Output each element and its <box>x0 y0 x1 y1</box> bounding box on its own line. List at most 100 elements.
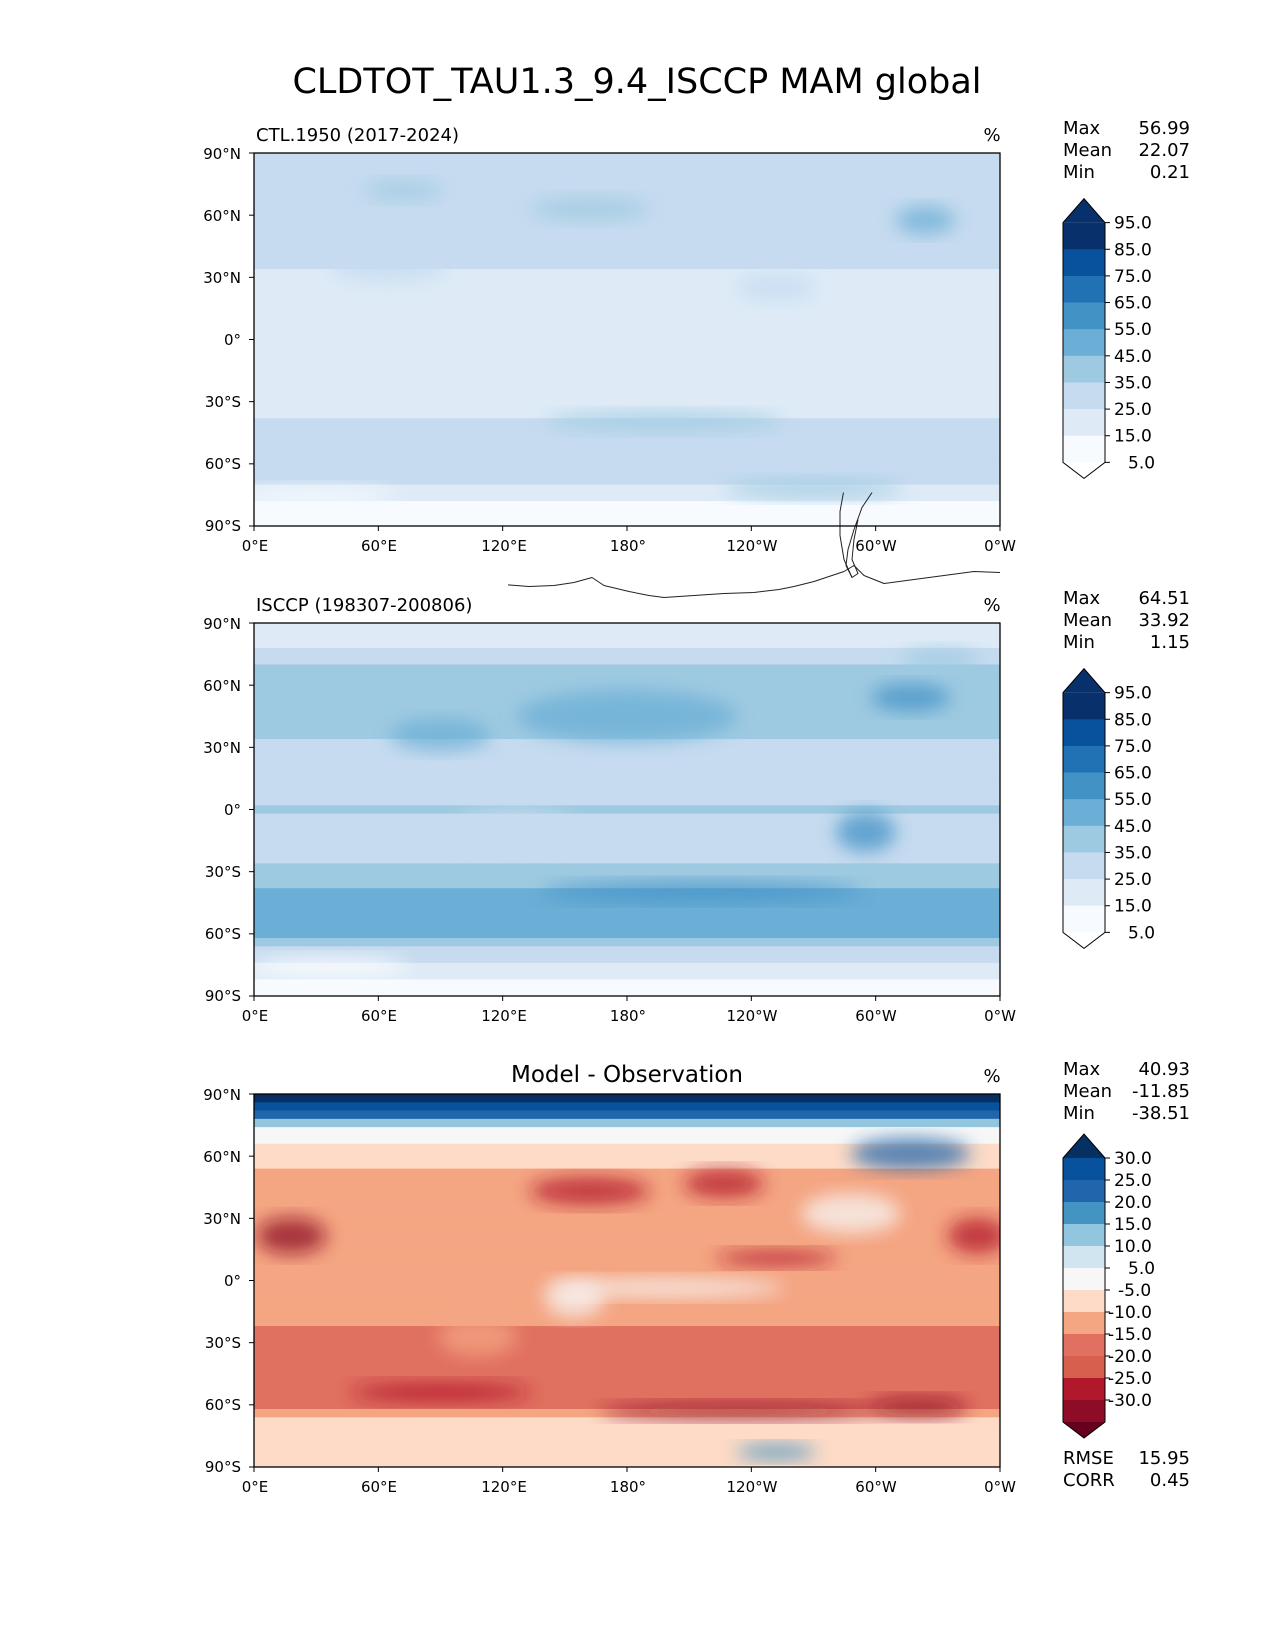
field-band <box>254 1234 1000 1244</box>
colorbar-segment <box>1063 435 1105 463</box>
field-band <box>254 227 1000 237</box>
field-band <box>254 631 1000 641</box>
field-band <box>254 244 1000 254</box>
map-field <box>254 623 1000 996</box>
stat-max-value: 64.51 <box>1138 588 1190 609</box>
field-anomaly <box>736 1444 817 1461</box>
field-band <box>254 1326 1000 1335</box>
panel-diff: Model - Observation % Max 40.93 Mean -11… <box>203 1059 1190 1496</box>
field-anomaly <box>254 956 409 977</box>
field-band <box>254 1094 1000 1103</box>
field-band <box>254 1334 1000 1344</box>
y-tick-label: 90°S <box>205 987 241 1005</box>
field-band <box>254 913 1000 922</box>
colorbar-segment <box>1063 1158 1105 1181</box>
stat-min-label: Min <box>1063 632 1095 653</box>
x-tick-label: 120°E <box>481 1478 527 1496</box>
field-anomaly <box>723 478 904 499</box>
colorbar-segment <box>1063 355 1105 383</box>
field-band <box>254 821 1000 831</box>
colorbar-segment <box>1063 409 1105 437</box>
field-anomaly <box>455 808 576 849</box>
colorbar-segment <box>1063 719 1105 747</box>
field-band <box>254 260 1000 270</box>
field-band <box>254 962 1000 972</box>
y-tick-label: 30°N <box>203 269 241 287</box>
colorbar-label: 95.0 <box>1114 214 1152 234</box>
field-band <box>254 1243 1000 1253</box>
colorbar-segment <box>1063 1268 1105 1291</box>
field-band <box>254 904 1000 914</box>
field-band <box>254 780 1000 790</box>
field-band <box>254 1259 1000 1269</box>
stat-corr-label: CORR <box>1063 1470 1115 1491</box>
map-field <box>254 153 1000 526</box>
field-anomaly <box>437 1316 518 1357</box>
field-band <box>254 269 1000 278</box>
field-band <box>254 623 1000 632</box>
y-tick-label: 60°N <box>203 677 241 695</box>
field-band <box>254 1350 1000 1360</box>
stat-max-value: 56.99 <box>1138 118 1190 139</box>
field-band <box>254 1201 1000 1211</box>
field-band <box>254 1268 1000 1277</box>
field-band <box>254 376 1000 386</box>
figure-title: CLDTOT_TAU1.3_9.4_ISCCP MAM global <box>292 62 981 102</box>
field-anomaly <box>867 1397 968 1418</box>
colorbar-segment <box>1063 1356 1105 1379</box>
field-anomaly <box>683 1169 764 1198</box>
field-band <box>254 285 1000 295</box>
field-band <box>254 1367 1000 1377</box>
footer-stats: RMSE 15.95 CORR 0.45 <box>1063 1448 1190 1491</box>
field-anomaly <box>736 273 817 302</box>
x-axis: 0°E 60°E 120°E 180° 120°W 60°W 0°W <box>242 526 1016 555</box>
field-anomaly <box>350 1382 531 1403</box>
panel-units: % <box>983 125 1000 146</box>
field-band <box>254 1417 1000 1427</box>
field-band <box>254 443 1000 452</box>
stat-min-value: 0.21 <box>1150 162 1190 183</box>
field-band <box>254 1102 1000 1112</box>
field-anomaly <box>529 196 650 221</box>
field-band <box>254 647 1000 657</box>
colorbar-segment <box>1063 1180 1105 1203</box>
y-tick-label: 60°N <box>203 207 241 225</box>
field-band <box>254 293 1000 303</box>
field-band <box>254 846 1000 856</box>
stat-min-label: Min <box>1063 162 1095 183</box>
field-band <box>254 509 1000 519</box>
stat-mean-value: 33.92 <box>1138 610 1190 631</box>
field-band <box>254 1342 1000 1352</box>
field-band <box>254 747 1000 757</box>
field-band <box>254 896 1000 906</box>
field-band <box>254 335 1000 345</box>
colorbar-outline <box>1062 1133 1106 1439</box>
y-axis: 90°N 60°N 30°N 0° 30°S 60°S 90°S <box>203 145 254 535</box>
field-anomaly <box>900 648 981 673</box>
colorbar-label: 5.0 <box>1128 923 1155 943</box>
field-band <box>254 169 1000 179</box>
colorbar-extend-bottom <box>1063 462 1105 479</box>
field-band <box>254 318 1000 328</box>
colorbar-label: 85.0 <box>1114 710 1152 730</box>
field-band <box>254 763 1000 773</box>
colorbar-segment <box>1063 1202 1105 1225</box>
colorbar-segment <box>1063 275 1105 304</box>
colorbar-label: 45.0 <box>1114 347 1152 367</box>
y-tick-label: 90°S <box>205 517 241 535</box>
colorbar-label: 25.0 <box>1114 400 1152 420</box>
field-band <box>254 385 1000 394</box>
y-tick-label: 30°S <box>205 863 241 881</box>
field-band <box>254 1143 1000 1153</box>
colorbar-segment <box>1063 1224 1105 1247</box>
stats-block: Max 40.93 Mean -11.85 Min -38.51 <box>1063 1059 1190 1124</box>
colorbar-label: 15.0 <box>1114 1215 1152 1235</box>
stat-mean-value: 22.07 <box>1138 140 1190 161</box>
y-axis: 90°N 60°N 30°N 0° 30°S 60°S 90°S <box>203 615 254 1005</box>
field-band <box>254 451 1000 461</box>
field-band <box>254 1210 1000 1219</box>
x-tick-label: 60°E <box>361 537 397 555</box>
colorbar-label: 85.0 <box>1114 240 1152 260</box>
x-tick-label: 180° <box>610 1007 646 1025</box>
